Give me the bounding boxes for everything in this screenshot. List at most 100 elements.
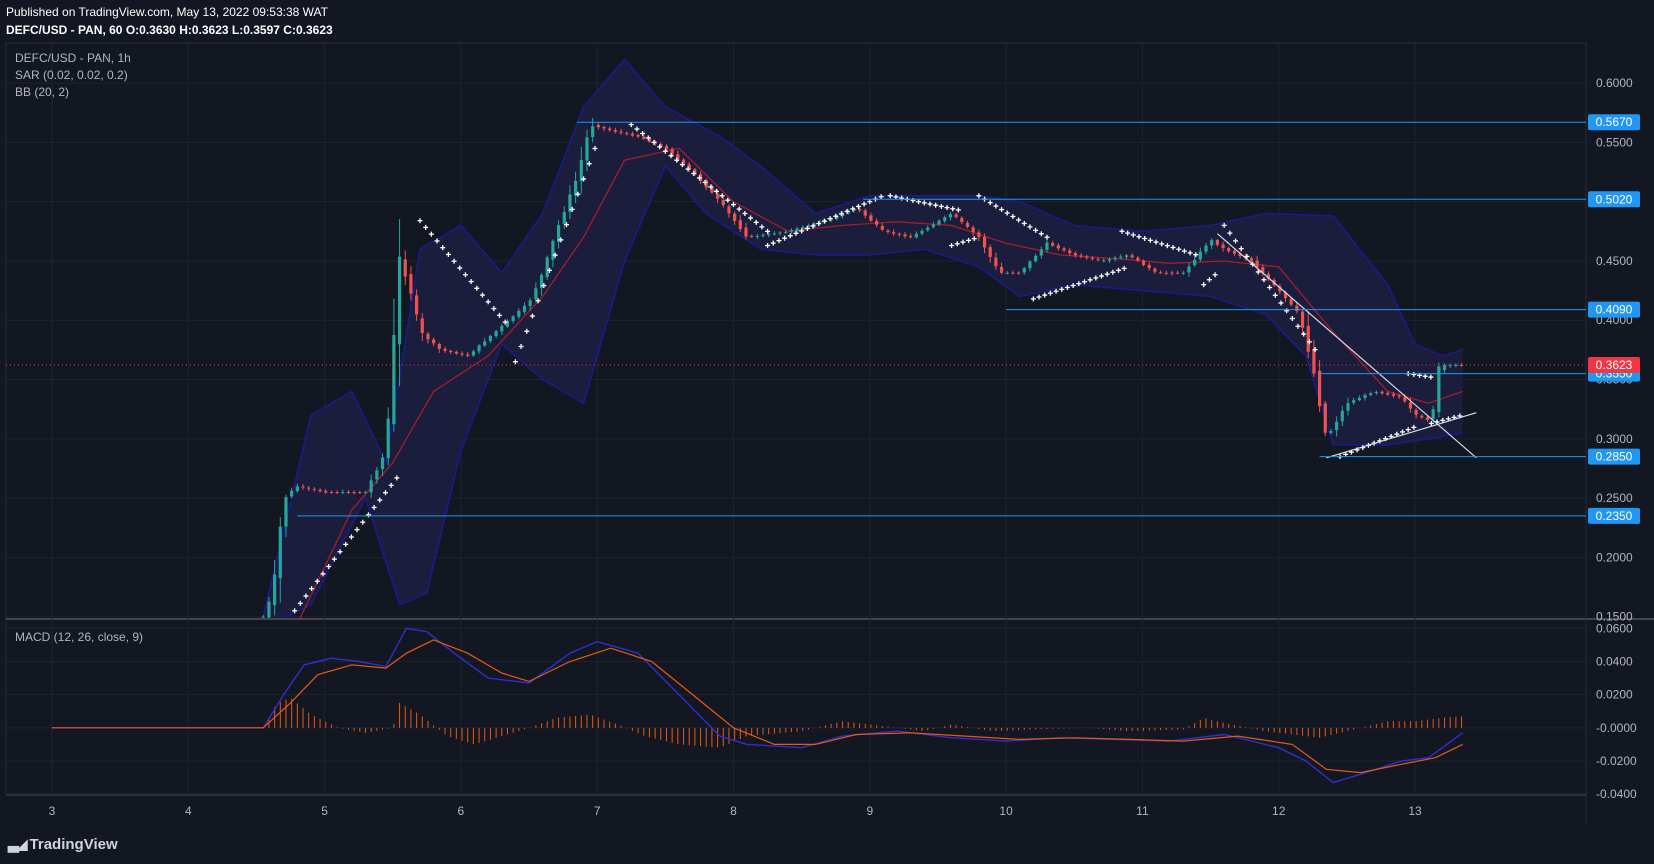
candle-body [1352,400,1356,403]
candle [1442,363,1447,373]
candle [1193,254,1197,268]
sar-dot [999,207,1005,213]
candle [454,350,458,355]
candle-body [727,206,731,214]
candle-body [1028,261,1032,269]
sar-dot [916,199,922,205]
candle [772,231,776,236]
candle-body [574,180,578,196]
candle [1249,256,1254,263]
sar-dot [759,224,765,230]
candle [875,218,879,228]
sar-dot [564,222,570,228]
sar-dot [668,153,674,159]
sar-dot [1153,239,1159,245]
sar-dot [776,238,782,244]
candle [295,483,299,493]
sar-dot [1010,213,1016,219]
candle-body [1210,240,1214,246]
candle [466,352,470,358]
candle-body [965,222,970,227]
sar-dot [696,175,702,181]
sar-dot [524,328,530,334]
candle-body [346,491,351,493]
candle-body [1130,255,1134,258]
candle-body [920,230,924,234]
candle [943,215,947,224]
sar-dot [770,240,776,246]
sar-dot [1016,217,1022,223]
sar-dot [1193,252,1199,258]
sar-dot [314,578,320,584]
candle [539,273,544,296]
candle [1221,241,1225,252]
candle [999,262,1004,275]
candle [1068,248,1072,256]
sar-dot [976,193,982,199]
candle [795,226,799,233]
candle [1141,259,1146,267]
sar-dot [731,202,736,208]
candle [477,344,481,355]
macd-tick-label: 0.0400 [1596,654,1633,668]
sar-dot [1104,271,1110,277]
sar-dot [326,563,332,569]
candle-body [1431,409,1435,419]
candle-body [1420,415,1424,418]
legend-macd[interactable]: MACD (12, 26, close, 9) [15,630,144,644]
sar-dot [1411,371,1417,377]
candle [1073,251,1077,258]
candle-body [358,492,362,494]
sar-dot [1170,244,1176,250]
candle-body [994,257,998,267]
candle-body [733,213,737,221]
candle-body [454,351,458,354]
candle [346,490,351,494]
candle-body [1323,403,1327,433]
candle-body [1034,255,1038,262]
candle-body [397,256,402,345]
candle-body [681,159,686,164]
candle-body [261,616,265,618]
candle-body [471,351,475,356]
sar-dot [1187,250,1193,256]
sar-dot [320,571,326,577]
candle-body [1187,266,1191,273]
candle-body [545,257,549,277]
candle-body [659,144,663,147]
candle-body [795,228,799,231]
candle-body [772,233,776,235]
x-tick-label: 7 [594,804,601,818]
candle-body [1141,260,1146,266]
legend-bb[interactable]: BB (20, 2) [15,85,70,99]
sar-dot [878,194,884,200]
candle-body [1261,267,1265,274]
brand-footer[interactable]: ▃◢ TradingView [8,836,118,853]
sar-dot [679,162,685,168]
candle-body [602,126,606,129]
price-tick-label: 0.3000 [1596,432,1633,446]
sar-dot [844,208,850,214]
candle-body [1039,249,1043,256]
candle [426,331,430,344]
sar-dot [640,130,646,136]
candle-body [1068,250,1072,254]
candle [1085,254,1089,260]
legend-sar[interactable]: SAR (0.02, 0.02, 0.2) [15,68,128,82]
sar-dot [657,144,663,150]
bb-fill [263,59,1463,618]
sar-dot [1070,283,1076,289]
candle-body [1232,250,1237,254]
sar-dot [921,200,927,206]
sar-dot [1289,316,1295,322]
macd-tick-label: -0.0200 [1596,754,1637,768]
sar-dot [827,216,833,222]
sar-dot [1036,294,1042,300]
candle [488,334,493,344]
sar-dot [893,194,899,200]
sar-dot [971,236,977,242]
candle-body [278,526,282,579]
sar-dot [360,519,366,525]
sar-dot [950,206,956,212]
